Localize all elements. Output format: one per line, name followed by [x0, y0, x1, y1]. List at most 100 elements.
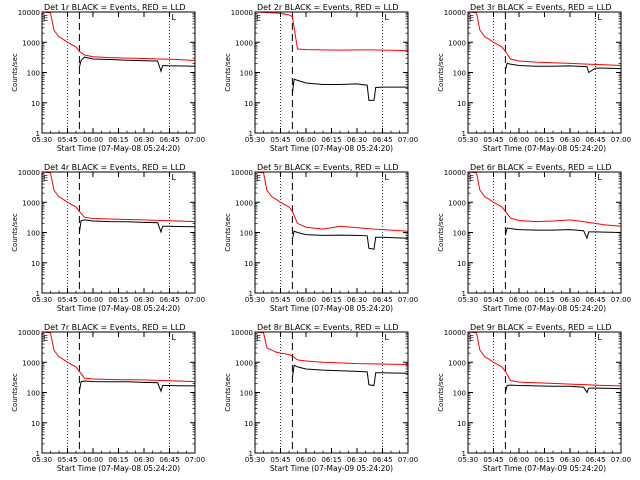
series-line-red [42, 12, 195, 61]
x-tick-label: 06:45 [159, 296, 179, 304]
y-tick-label: 100 [453, 230, 466, 238]
x-tick-label: 06:15 [108, 456, 128, 464]
panel-6: Det 6r BLACK = Events, RED = LLD E L 1 10 100… [437, 163, 631, 313]
y-tick-label: 1 [249, 130, 253, 138]
y-tick-label: 100 [453, 390, 466, 398]
series-line-red [255, 332, 408, 365]
y-axis-label: Counts/sec [437, 373, 445, 412]
x-tick-label: 06:15 [108, 136, 128, 144]
x-tick-label: 06:30 [134, 296, 154, 304]
annotation-2: L [172, 13, 177, 22]
y-axis-label: Counts/sec [11, 373, 19, 412]
x-tick-label: 05:30 [458, 136, 478, 144]
y-tick-label: 10000 [18, 329, 40, 337]
series-line-red [468, 332, 621, 387]
annotation-1: E [469, 174, 474, 183]
series-line-black [504, 227, 621, 240]
series-line-black [291, 78, 408, 101]
series-group [42, 172, 195, 234]
x-tick-label: 07:00 [185, 456, 205, 464]
plot-frame [41, 331, 196, 454]
annotation-2: L [385, 173, 390, 182]
annotation-2: L [598, 173, 603, 182]
series-line-black [504, 384, 621, 394]
x-tick-label: 06:00 [509, 456, 529, 464]
x-tick-label: 06:00 [83, 136, 103, 144]
x-tick-label: 05:45 [57, 296, 77, 304]
panel-4: Det 4r BLACK = Events, RED = LLD E L 1 10 100… [11, 163, 205, 313]
panel-1: Det 1r BLACK = Events, RED = LLD E L 1 10 100… [11, 3, 205, 153]
panel-title: Det 3r BLACK = Events, RED = LLD [470, 3, 612, 12]
x-tick-label: 06:45 [585, 296, 605, 304]
plot-frame [41, 11, 196, 134]
x-tick-label: 06:30 [560, 136, 580, 144]
x-tick-label: 05:30 [458, 296, 478, 304]
x-tick-label: 05:45 [57, 136, 77, 144]
series-group [255, 12, 408, 101]
panel-title: Det 4r BLACK = Events, RED = LLD [44, 163, 186, 172]
panel-title: Det 8r BLACK = Events, RED = LLD [257, 323, 399, 332]
x-axis-label: Start Time (07-May-08 05:24:20) [483, 304, 606, 313]
y-tick-label: 100 [240, 230, 253, 238]
annotation-1: E [469, 334, 474, 343]
x-tick-label: 07:00 [185, 296, 205, 304]
x-tick-label: 06:15 [534, 296, 554, 304]
x-tick-label: 07:00 [611, 456, 631, 464]
x-tick-label: 06:00 [296, 456, 316, 464]
plot-frame [41, 171, 196, 294]
x-tick-label: 07:00 [611, 136, 631, 144]
y-tick-label: 1 [249, 450, 253, 458]
x-tick-label: 05:45 [270, 136, 290, 144]
y-tick-label: 10 [31, 420, 40, 428]
x-tick-label: 06:45 [159, 456, 179, 464]
y-tick-label: 10000 [231, 329, 253, 337]
y-tick-label: 100 [27, 70, 40, 78]
y-tick-label: 10 [31, 100, 40, 108]
y-tick-label: 1 [462, 130, 466, 138]
y-tick-label: 1 [462, 450, 466, 458]
x-tick-label: 06:45 [585, 456, 605, 464]
y-tick-label: 1000 [22, 359, 40, 367]
x-tick-label: 05:30 [32, 456, 52, 464]
y-tick-label: 10000 [444, 169, 466, 177]
series-group [468, 332, 621, 394]
y-tick-label: 1 [249, 290, 253, 298]
annotation-2: L [598, 333, 603, 342]
x-tick-label: 07:00 [398, 456, 418, 464]
y-axis-label: Counts/sec [224, 213, 232, 252]
y-tick-label: 1 [36, 130, 40, 138]
y-tick-label: 100 [240, 70, 253, 78]
y-axis-label: Counts/sec [224, 373, 232, 412]
x-tick-label: 06:30 [560, 296, 580, 304]
x-tick-label: 06:00 [83, 296, 103, 304]
plot-frame [254, 11, 409, 134]
annotation-1: E [256, 174, 261, 183]
x-tick-label: 05:30 [245, 136, 265, 144]
x-axis-label: Start Time (07-May-08 05:24:20) [270, 304, 393, 313]
y-tick-label: 10 [244, 260, 253, 268]
y-tick-label: 10000 [18, 169, 40, 177]
x-tick-label: 05:30 [32, 136, 52, 144]
series-group [42, 12, 195, 73]
x-tick-label: 07:00 [398, 296, 418, 304]
annotation-2: L [172, 333, 177, 342]
panel-title: Det 5r BLACK = Events, RED = LLD [257, 163, 399, 172]
series-line-red [255, 172, 408, 232]
panel-title: Det 9r BLACK = Events, RED = LLD [470, 323, 612, 332]
panel-2: Det 2r BLACK = Events, RED = LLD E L 1 10 100… [224, 3, 418, 153]
x-axis-label: Start Time (07-May-08 05:24:20) [57, 464, 180, 473]
x-tick-label: 06:00 [509, 136, 529, 144]
x-tick-label: 06:15 [321, 296, 341, 304]
y-tick-label: 1000 [22, 199, 40, 207]
panel-8: Det 8r BLACK = Events, RED = LLD E L 1 10 100… [224, 323, 418, 473]
x-tick-label: 06:30 [347, 456, 367, 464]
x-tick-label: 05:30 [245, 296, 265, 304]
y-tick-label: 100 [27, 230, 40, 238]
panel-title: Det 6r BLACK = Events, RED = LLD [470, 163, 612, 172]
x-tick-label: 06:00 [509, 296, 529, 304]
x-tick-label: 06:00 [296, 296, 316, 304]
x-tick-label: 06:30 [134, 456, 154, 464]
x-tick-label: 07:00 [185, 136, 205, 144]
x-tick-label: 05:45 [483, 136, 503, 144]
